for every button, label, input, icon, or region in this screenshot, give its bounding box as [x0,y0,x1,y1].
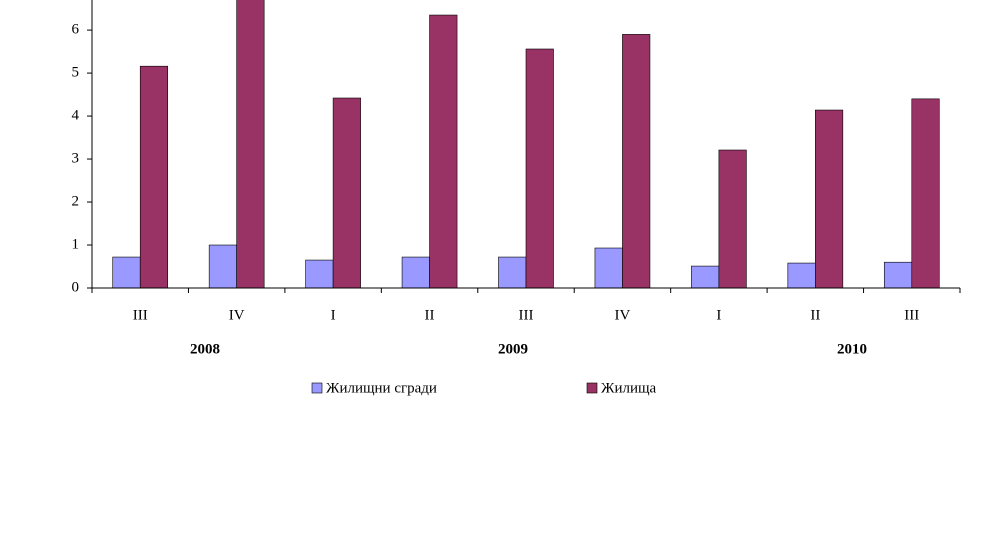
bar [691,265,720,289]
legend-swatch [311,382,323,394]
group-label: 2008 [190,341,220,357]
x-tick-label: IV [615,307,631,323]
bar [112,256,141,289]
bar [401,256,430,289]
y-tick-label: 0 [72,279,80,295]
legend-label: Жилища [601,380,657,396]
plot-area [112,0,940,289]
bar [498,256,527,289]
bar [236,0,265,289]
x-tick-label: II [810,307,820,323]
x-tick-label: IV [229,307,245,323]
bar [139,65,169,289]
x-tick-label: III [904,307,919,323]
bar [208,244,237,289]
legend-swatch [586,382,598,394]
bar [787,262,816,289]
bar [883,261,913,289]
bar [429,14,458,289]
bar [525,48,554,289]
y-tick-label: 5 [72,65,80,81]
x-tick-label: I [716,307,721,323]
bar [594,247,623,289]
x-tick-label: II [425,307,435,323]
bar [911,98,940,289]
y-tick-label: 1 [72,236,80,252]
group-label: 2010 [837,341,867,357]
y-tick-label: 6 [72,22,80,38]
x-tick-label: I [331,307,336,323]
y-tick-label: 2 [72,193,80,209]
y-tick-label: 3 [72,150,80,166]
bar [332,97,361,289]
group-label: 2009 [498,341,528,357]
legend-label: Жилищни сгради [326,380,437,396]
x-tick-label: III [519,307,534,323]
bar [305,259,334,289]
bar [815,109,844,289]
x-tick-label: III [133,307,148,323]
bar [622,34,651,289]
y-tick-label: 4 [72,107,80,123]
bar [718,149,747,289]
